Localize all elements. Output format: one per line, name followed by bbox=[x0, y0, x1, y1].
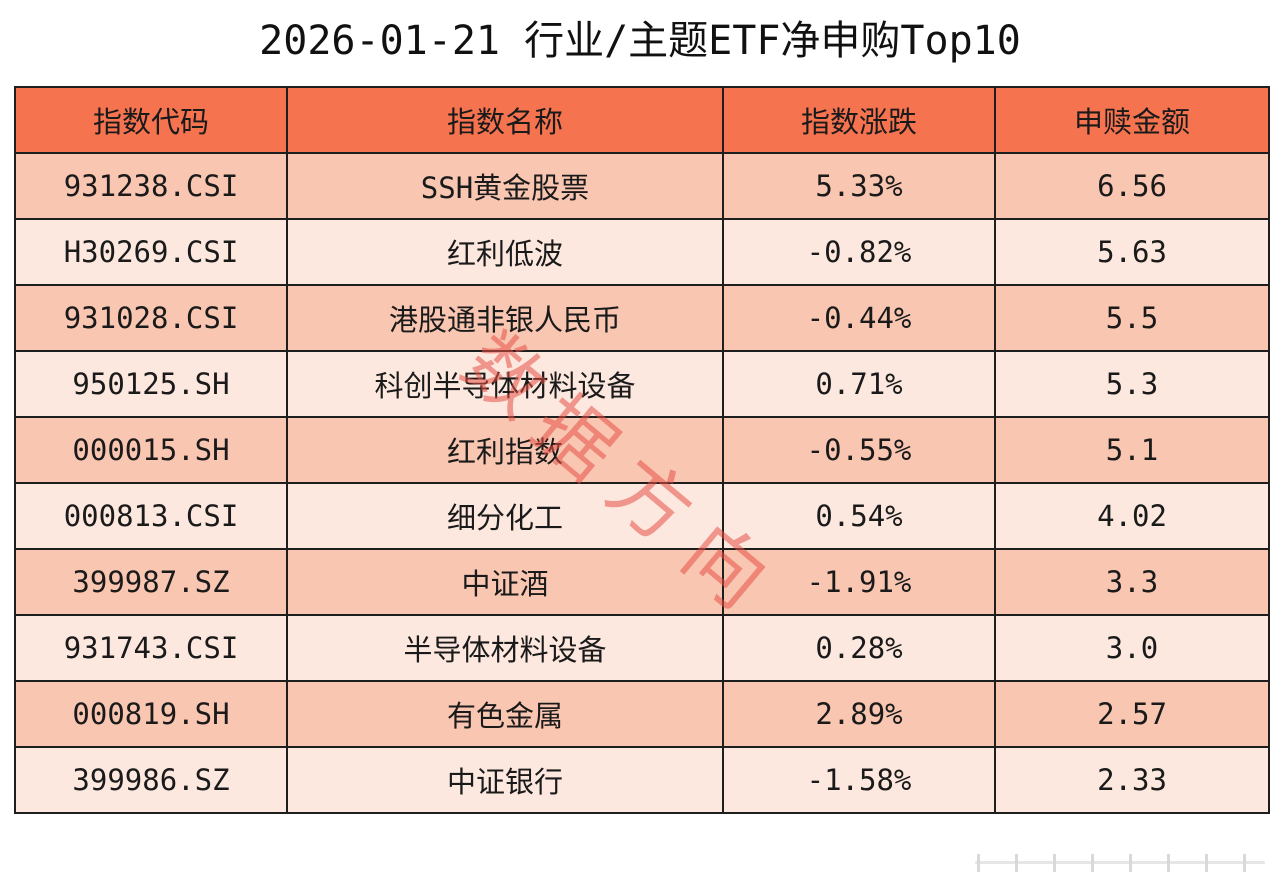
cell-index-name: 细分化工 bbox=[286, 482, 724, 550]
table-row: 931238.CSI SSH黄金股票 5.33% 6.56 bbox=[14, 152, 1270, 220]
footer-tick bbox=[977, 854, 980, 872]
cell-index-change: 5.33% bbox=[722, 152, 996, 220]
cell-index-name: 红利指数 bbox=[286, 416, 724, 484]
footer-tick bbox=[1015, 854, 1018, 872]
cell-index-name: 有色金属 bbox=[286, 680, 724, 748]
cell-index-code: 931238.CSI bbox=[14, 152, 288, 220]
cell-index-code: 000813.CSI bbox=[14, 482, 288, 550]
cell-index-change: 0.71% bbox=[722, 350, 996, 418]
table-row: H30269.CSI 红利低波 -0.82% 5.63 bbox=[14, 218, 1270, 286]
header-index-code: 指数代码 bbox=[14, 86, 288, 154]
footer-tick bbox=[1053, 854, 1056, 872]
cell-index-change: -1.58% bbox=[722, 746, 996, 814]
footer-tick bbox=[1129, 854, 1132, 872]
table-header-row: 指数代码 指数名称 指数涨跌 申赎金额 bbox=[14, 86, 1270, 154]
cell-index-code: 399986.SZ bbox=[14, 746, 288, 814]
header-subscription-amount: 申赎金额 bbox=[994, 86, 1270, 154]
page-title: 2026-01-21 行业/主题ETF净申购Top10 bbox=[259, 18, 1021, 64]
cell-index-name: SSH黄金股票 bbox=[286, 152, 724, 220]
cell-index-code: 950125.SH bbox=[14, 350, 288, 418]
table-row: 399987.SZ 中证酒 -1.91% 3.3 bbox=[14, 548, 1270, 616]
table-row: 950125.SH 科创半导体材料设备 0.71% 5.3 bbox=[14, 350, 1270, 418]
cell-index-code: 931028.CSI bbox=[14, 284, 288, 352]
cell-index-name: 中证酒 bbox=[286, 548, 724, 616]
table-row: 399986.SZ 中证银行 -1.58% 2.33 bbox=[14, 746, 1270, 814]
cell-index-change: -0.44% bbox=[722, 284, 996, 352]
cell-index-change: 2.89% bbox=[722, 680, 996, 748]
header-index-name: 指数名称 bbox=[286, 86, 724, 154]
table-row: 000819.SH 有色金属 2.89% 2.57 bbox=[14, 680, 1270, 748]
cell-index-change: 0.54% bbox=[722, 482, 996, 550]
cell-amount: 2.33 bbox=[994, 746, 1270, 814]
etf-table: 指数代码 指数名称 指数涨跌 申赎金额 931238.CSI SSH黄金股票 5… bbox=[14, 86, 1270, 814]
cell-amount: 5.63 bbox=[994, 218, 1270, 286]
table-row: 000015.SH 红利指数 -0.55% 5.1 bbox=[14, 416, 1270, 484]
cell-index-name: 红利低波 bbox=[286, 218, 724, 286]
footer-tick bbox=[1091, 854, 1094, 872]
cell-index-code: H30269.CSI bbox=[14, 218, 288, 286]
cell-index-change: -0.82% bbox=[722, 218, 996, 286]
cell-index-change: -0.55% bbox=[722, 416, 996, 484]
cell-index-code: 931743.CSI bbox=[14, 614, 288, 682]
cell-amount: 5.1 bbox=[994, 416, 1270, 484]
cell-index-name: 半导体材料设备 bbox=[286, 614, 724, 682]
footer-tick bbox=[1167, 854, 1170, 872]
cell-amount: 5.3 bbox=[994, 350, 1270, 418]
footer-line bbox=[975, 861, 1265, 864]
cell-index-code: 000015.SH bbox=[14, 416, 288, 484]
footer-decoration bbox=[975, 850, 1265, 876]
footer-tick bbox=[1205, 854, 1208, 872]
cell-amount: 6.56 bbox=[994, 152, 1270, 220]
cell-amount: 4.02 bbox=[994, 482, 1270, 550]
cell-index-code: 399987.SZ bbox=[14, 548, 288, 616]
footer-tick bbox=[1243, 854, 1246, 872]
cell-index-name: 中证银行 bbox=[286, 746, 724, 814]
cell-amount: 2.57 bbox=[994, 680, 1270, 748]
table-row: 000813.CSI 细分化工 0.54% 4.02 bbox=[14, 482, 1270, 550]
table-row: 931028.CSI 港股通非银人民币 -0.44% 5.5 bbox=[14, 284, 1270, 352]
cell-index-name: 科创半导体材料设备 bbox=[286, 350, 724, 418]
header-index-change: 指数涨跌 bbox=[722, 86, 996, 154]
cell-amount: 5.5 bbox=[994, 284, 1270, 352]
cell-index-change: -1.91% bbox=[722, 548, 996, 616]
cell-amount: 3.0 bbox=[994, 614, 1270, 682]
cell-amount: 3.3 bbox=[994, 548, 1270, 616]
table-row: 931743.CSI 半导体材料设备 0.28% 3.0 bbox=[14, 614, 1270, 682]
cell-index-change: 0.28% bbox=[722, 614, 996, 682]
cell-index-code: 000819.SH bbox=[14, 680, 288, 748]
cell-index-name: 港股通非银人民币 bbox=[286, 284, 724, 352]
